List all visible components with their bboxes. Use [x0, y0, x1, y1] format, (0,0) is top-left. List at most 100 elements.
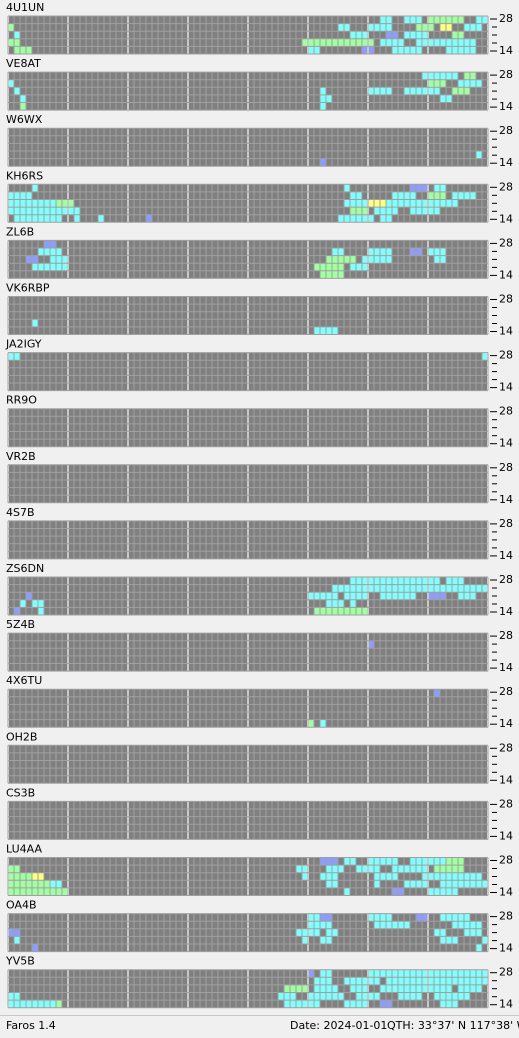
band-label: 28	[499, 68, 513, 81]
signal-cell	[56, 199, 74, 208]
signal-cell	[476, 151, 482, 159]
beacon-name: VR2B	[6, 450, 36, 463]
signal-cell	[434, 689, 440, 697]
signal-cell	[20, 94, 26, 103]
band-label: 28	[499, 405, 513, 418]
signal-cell	[368, 640, 374, 649]
signal-cell	[320, 719, 326, 728]
signal-cell	[362, 255, 392, 264]
signal-cell	[482, 936, 488, 944]
band-label: 28	[499, 349, 513, 362]
band-label: 28	[499, 797, 513, 810]
signal-cell	[14, 31, 20, 39]
signal-cell	[314, 607, 368, 615]
signal-cell	[8, 79, 14, 88]
signal-cell	[344, 887, 350, 896]
signal-cell	[74, 214, 80, 223]
beacon-name: ZL6B	[6, 225, 34, 238]
signal-cell	[50, 255, 68, 264]
band-label: 14	[499, 886, 513, 899]
signal-cell	[20, 599, 26, 608]
band-label: 14	[499, 998, 513, 1011]
band-label: 28	[499, 12, 513, 25]
signal-cell	[374, 880, 380, 888]
signal-cell	[314, 977, 332, 985]
signal-cell	[482, 352, 488, 361]
band-label: 28	[499, 910, 513, 923]
band-label: 14	[499, 773, 513, 786]
band-label: 28	[499, 854, 513, 867]
beacon-name: 4S7B	[6, 506, 35, 519]
signal-cell	[392, 46, 422, 54]
signal-cell	[434, 865, 464, 873]
signal-cell	[440, 913, 470, 922]
band-label: 28	[499, 629, 513, 642]
signal-cell	[446, 46, 476, 54]
signal-cell	[8, 23, 14, 32]
signal-cell	[464, 23, 482, 32]
signal-cell	[320, 102, 326, 111]
signal-cell	[440, 936, 458, 944]
signal-cell	[308, 592, 338, 600]
signal-cell	[20, 102, 26, 111]
signal-cell	[386, 977, 488, 985]
signal-cell	[38, 607, 44, 615]
beacon-name: KH6RS	[6, 169, 43, 182]
band-label: 28	[499, 685, 513, 698]
band-label: 28	[499, 741, 513, 754]
signal-cell	[428, 887, 458, 896]
signal-cell	[308, 969, 314, 978]
signal-cell	[350, 31, 368, 39]
beacon-name: OH2B	[6, 730, 37, 743]
signal-cell	[428, 79, 446, 88]
signal-cell	[32, 319, 38, 327]
status-date: Date: 2024-01-01	[290, 1019, 387, 1032]
signal-cell	[404, 16, 422, 24]
signal-cell	[320, 87, 326, 95]
band-label: 14	[499, 156, 513, 169]
beacon-name: 4U1UN	[6, 1, 44, 14]
beacon-name: VK6RBP	[6, 282, 50, 295]
beacon-name: W6WX	[6, 113, 43, 126]
signal-cell	[452, 921, 482, 929]
signal-cell	[410, 207, 440, 215]
band-label: 14	[499, 942, 513, 955]
signal-cell	[98, 214, 104, 223]
signal-cell	[326, 599, 344, 608]
signal-cell	[428, 248, 446, 256]
signal-cell	[278, 992, 296, 1001]
band-label: 14	[499, 437, 513, 450]
band-label: 28	[499, 293, 513, 306]
signal-cell	[368, 199, 386, 208]
signal-cell	[326, 865, 344, 873]
signal-cell	[320, 857, 338, 866]
band-label: 28	[499, 966, 513, 979]
signal-cell	[350, 207, 368, 215]
signal-cell	[428, 592, 446, 600]
beacon-name: RR9O	[6, 394, 37, 407]
signal-cell	[476, 944, 482, 952]
signal-cell	[452, 87, 470, 95]
band-label: 14	[499, 44, 513, 57]
band-label: 28	[499, 124, 513, 137]
signal-cell	[440, 1000, 458, 1008]
beacon-name: YV5B	[5, 955, 35, 968]
band-label: 14	[499, 381, 513, 394]
band-label: 14	[499, 493, 513, 506]
signal-cell	[458, 592, 476, 600]
signal-cell	[350, 577, 440, 585]
signal-cell	[8, 880, 50, 888]
band-label: 14	[499, 829, 513, 842]
signal-cell	[368, 857, 398, 866]
signal-cell	[320, 872, 338, 881]
band-label: 14	[499, 268, 513, 281]
signal-cell	[446, 577, 464, 585]
band-label: 28	[499, 236, 513, 249]
band-label: 14	[499, 717, 513, 730]
beacon-name: VE8AT	[6, 57, 41, 70]
band-label: 14	[499, 661, 513, 674]
beacon-name: LU4AA	[6, 843, 42, 856]
signal-cell	[32, 184, 38, 192]
